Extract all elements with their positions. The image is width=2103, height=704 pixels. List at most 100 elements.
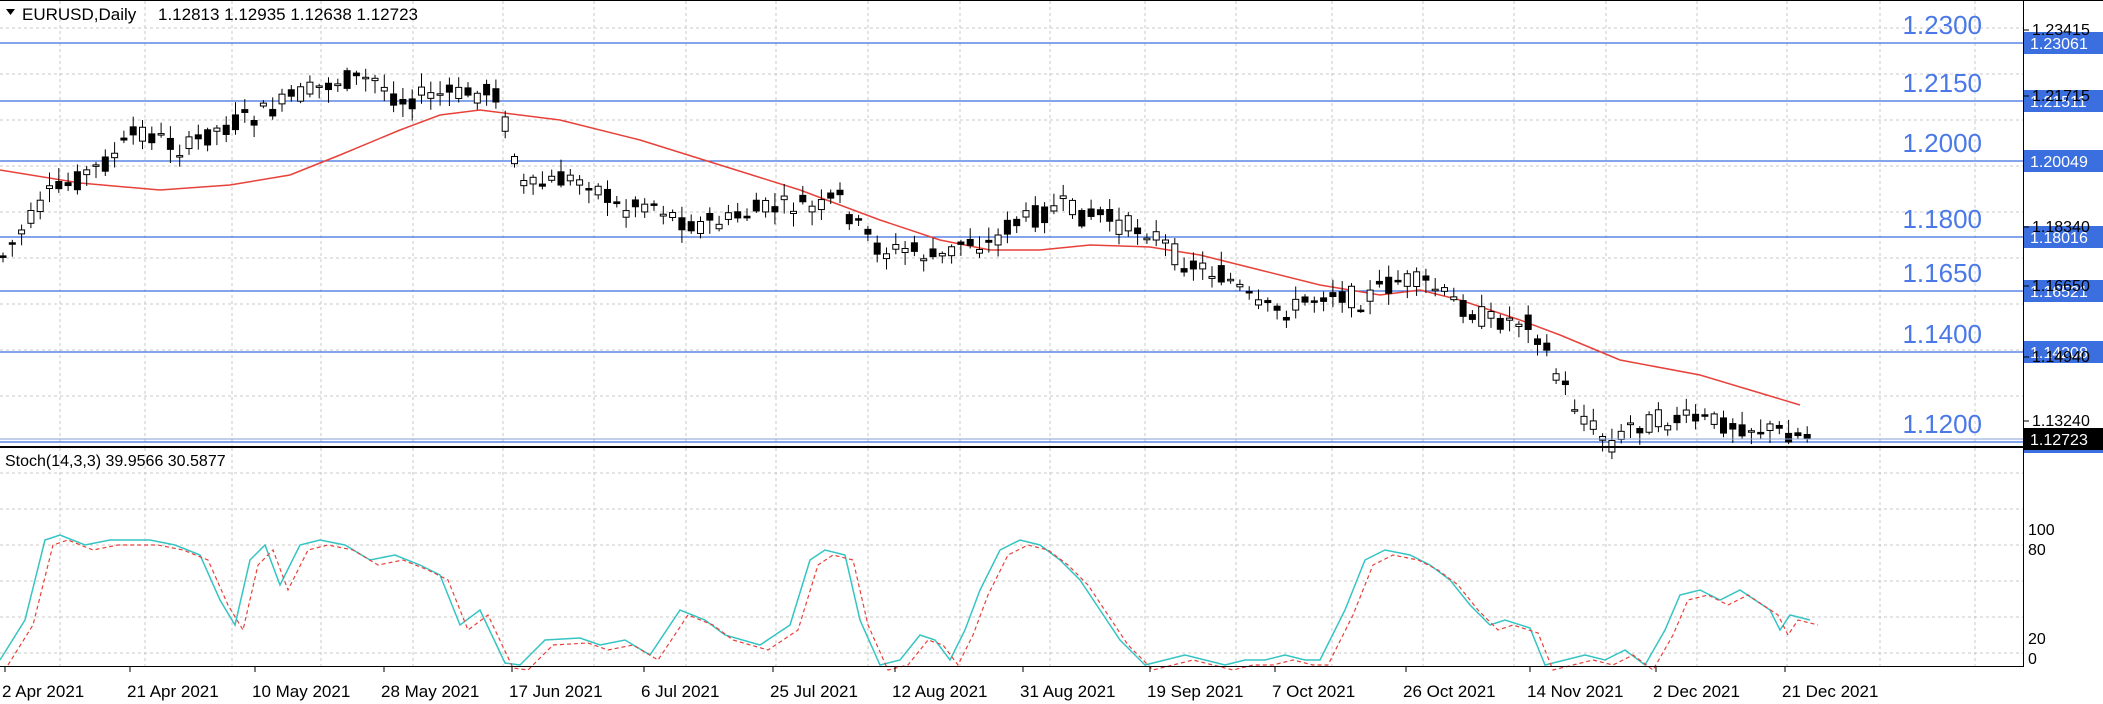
candle-body (1013, 218, 1021, 227)
candle-body (306, 81, 314, 95)
candle-body (259, 102, 267, 107)
candle-body (1757, 431, 1765, 435)
candle-body (1729, 423, 1737, 430)
candle-body (1794, 432, 1802, 437)
candle-body (371, 77, 379, 82)
candle-body (445, 84, 453, 93)
time-label[interactable]: 26 Oct 2021 (1403, 682, 1496, 701)
candle-body (297, 86, 305, 102)
candle-body (1627, 422, 1634, 426)
level-price-tag[interactable] (2024, 32, 2103, 54)
candle-body (1152, 231, 1160, 241)
candle-body (1236, 283, 1244, 288)
candle-body (594, 185, 602, 196)
candle-body (0, 255, 7, 258)
candle-body (250, 119, 258, 126)
stoch-signal-line (7, 539, 1819, 671)
symbol-menu-arrow-icon[interactable] (6, 9, 15, 15)
symbol-timeframe[interactable]: EURUSD,Daily (22, 5, 137, 24)
current-price-tag-text: 1.12723 (2030, 432, 2088, 449)
candle-body (808, 205, 816, 213)
candle-body (762, 199, 770, 213)
candle-body (1245, 290, 1253, 294)
candle-body (241, 109, 249, 113)
candle-body (1468, 314, 1476, 320)
stoch-scale-label: 80 (2028, 542, 2046, 559)
level-big-label: 1.1650 (1902, 258, 1982, 288)
candle-body (669, 212, 677, 218)
candle-body (166, 137, 174, 150)
time-label[interactable]: 10 May 2021 (252, 682, 350, 701)
current-price-tag[interactable] (2024, 428, 2103, 450)
candle-body (557, 171, 565, 186)
level-price-tag-text: 1.21511 (2030, 94, 2087, 111)
price-axis[interactable]: 1.23415 1.21715 1.18340 1.16650 1.14940 1.132… (0, 22, 2103, 668)
candle-body (836, 189, 844, 196)
candle-body (1199, 262, 1207, 270)
candle-body (1543, 342, 1551, 351)
level-price-tag[interactable] (2024, 90, 2103, 112)
level-price-tag-text: 1.23061 (2030, 36, 2088, 53)
candle-body (483, 83, 491, 96)
candle-body (1403, 273, 1411, 287)
price-tick-label: 1.18340 (2032, 219, 2090, 236)
time-axis[interactable]: 2 Apr 2021 21 Apr 2021 10 May 2021 28 May 2… (2, 666, 1878, 701)
candle-body (1720, 417, 1727, 434)
candle-body (1282, 316, 1290, 321)
candle-body (873, 242, 881, 255)
time-label[interactable]: 25 Jul 2021 (770, 682, 858, 701)
time-label[interactable]: 2 Dec 2021 (1653, 682, 1740, 701)
candle-body (641, 203, 649, 213)
time-label[interactable]: 7 Oct 2021 (1272, 682, 1355, 701)
candle-body (1189, 260, 1197, 270)
time-label[interactable]: 31 Aug 2021 (1020, 682, 1115, 701)
candle-body (1050, 205, 1058, 212)
candle-body (1589, 420, 1597, 430)
candle-body (157, 133, 165, 136)
candle-body (1208, 275, 1216, 279)
candle-body (576, 179, 584, 186)
candle-body (1422, 275, 1430, 281)
candle-body (1478, 306, 1486, 327)
candle-body (1487, 311, 1495, 319)
candle-body (985, 239, 993, 243)
candle-body (222, 124, 230, 135)
candle-body (724, 212, 732, 220)
candle-body (455, 86, 463, 99)
level-price-tag[interactable] (2024, 280, 2103, 302)
candle-body (901, 247, 909, 254)
time-label[interactable]: 28 May 2021 (381, 682, 479, 701)
time-label[interactable]: 19 Sep 2021 (1147, 682, 1243, 701)
candle-body (325, 82, 332, 91)
time-label[interactable]: 17 Jun 2021 (509, 682, 603, 701)
candle-body (129, 126, 137, 136)
candle-body (1441, 287, 1448, 292)
level-price-tag[interactable] (2024, 341, 2103, 363)
stochastic-oscillator (0, 534, 1819, 671)
time-label[interactable]: 2 Apr 2021 (2, 682, 84, 701)
candle-body (948, 246, 956, 257)
level-price-tag[interactable] (2024, 150, 2103, 172)
candle-body (464, 87, 472, 96)
candle-body (232, 114, 239, 131)
level-big-label: 1.1200 (1902, 409, 1982, 439)
level-price-tag-text: 1.18016 (2030, 230, 2088, 247)
level-price-tag[interactable] (2024, 226, 2103, 248)
ohlc-values: 1.12813 1.12935 1.12638 1.12723 (158, 5, 418, 24)
time-label[interactable]: 14 Nov 2021 (1527, 682, 1623, 701)
candle-body (790, 210, 797, 214)
level-price-tag-text: 1.16521 (2030, 284, 2088, 301)
time-label[interactable]: 21 Dec 2021 (1782, 682, 1878, 701)
time-label[interactable]: 21 Apr 2021 (127, 682, 219, 701)
time-label[interactable]: 6 Jul 2021 (641, 682, 719, 701)
level-price-tag-text: 1.20049 (2030, 154, 2088, 171)
candle-body (511, 156, 518, 165)
candle-body (799, 194, 807, 203)
time-label[interactable]: 12 Aug 2021 (892, 682, 987, 701)
candle-body (1654, 409, 1662, 428)
candle-body (1692, 413, 1700, 422)
candle-body (1338, 291, 1346, 303)
candle-body (622, 210, 630, 218)
candle-body (1701, 414, 1709, 417)
